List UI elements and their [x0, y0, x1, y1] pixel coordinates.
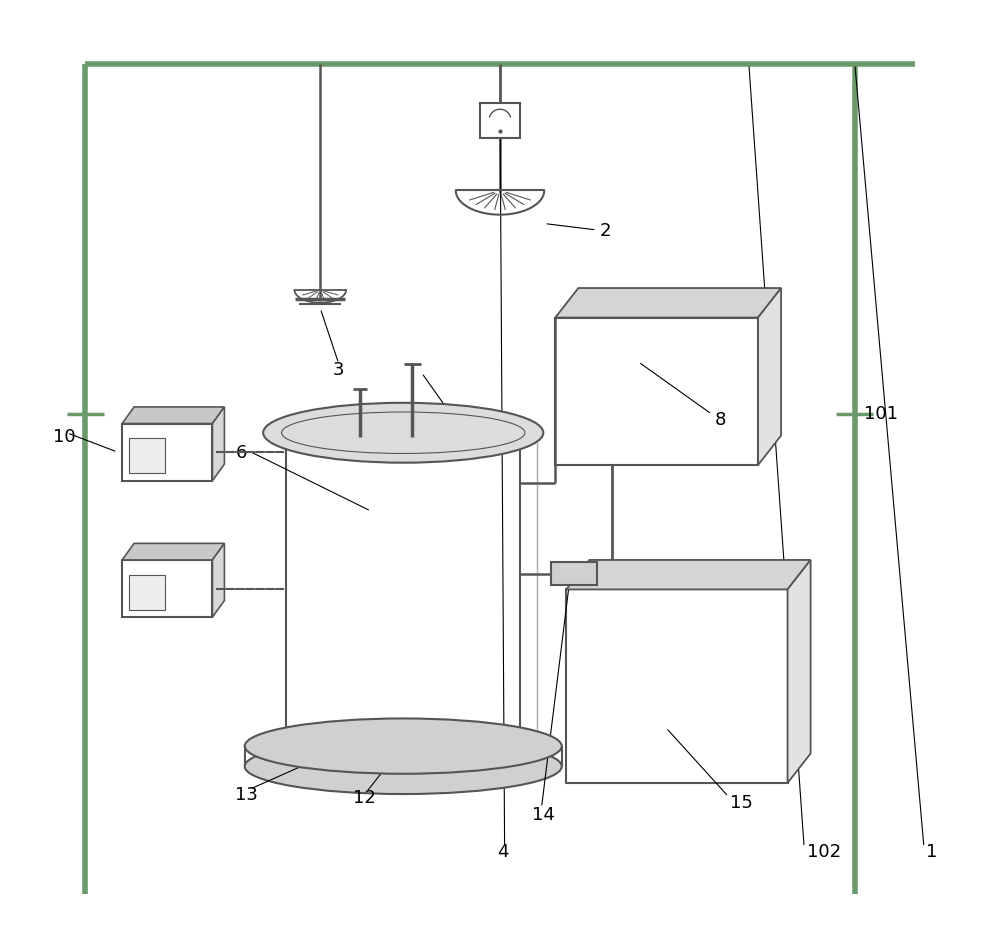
Bar	[480, 103, 520, 138]
Bar	[555, 317, 758, 465]
Text: 15: 15	[730, 794, 753, 812]
Bar	[286, 432, 520, 746]
Polygon shape	[122, 543, 224, 560]
Text: 1: 1	[926, 843, 937, 860]
Polygon shape	[212, 407, 224, 481]
Ellipse shape	[263, 403, 543, 463]
Text: 3: 3	[332, 361, 344, 379]
Bar	[566, 590, 788, 783]
Text: 5: 5	[290, 421, 301, 440]
Text: 13: 13	[235, 787, 257, 804]
Text: 10: 10	[53, 428, 76, 446]
Text: 7: 7	[472, 439, 484, 457]
Text: 14: 14	[532, 805, 555, 824]
Polygon shape	[212, 543, 224, 618]
Text: 4: 4	[497, 843, 509, 860]
Text: 6: 6	[235, 444, 247, 461]
Bar	[129, 575, 165, 610]
Text: 2: 2	[600, 222, 611, 241]
Bar	[122, 423, 212, 481]
Text: 102: 102	[807, 843, 841, 860]
Polygon shape	[566, 560, 811, 590]
Polygon shape	[758, 288, 781, 465]
Ellipse shape	[245, 738, 562, 794]
Polygon shape	[788, 560, 811, 783]
Text: 101: 101	[864, 405, 898, 423]
Bar	[551, 562, 597, 585]
Bar	[129, 438, 165, 473]
Text: 12: 12	[353, 790, 375, 807]
Ellipse shape	[245, 719, 562, 774]
Bar	[122, 560, 212, 618]
Polygon shape	[555, 288, 781, 317]
Text: 8: 8	[715, 411, 726, 430]
Polygon shape	[122, 407, 224, 423]
